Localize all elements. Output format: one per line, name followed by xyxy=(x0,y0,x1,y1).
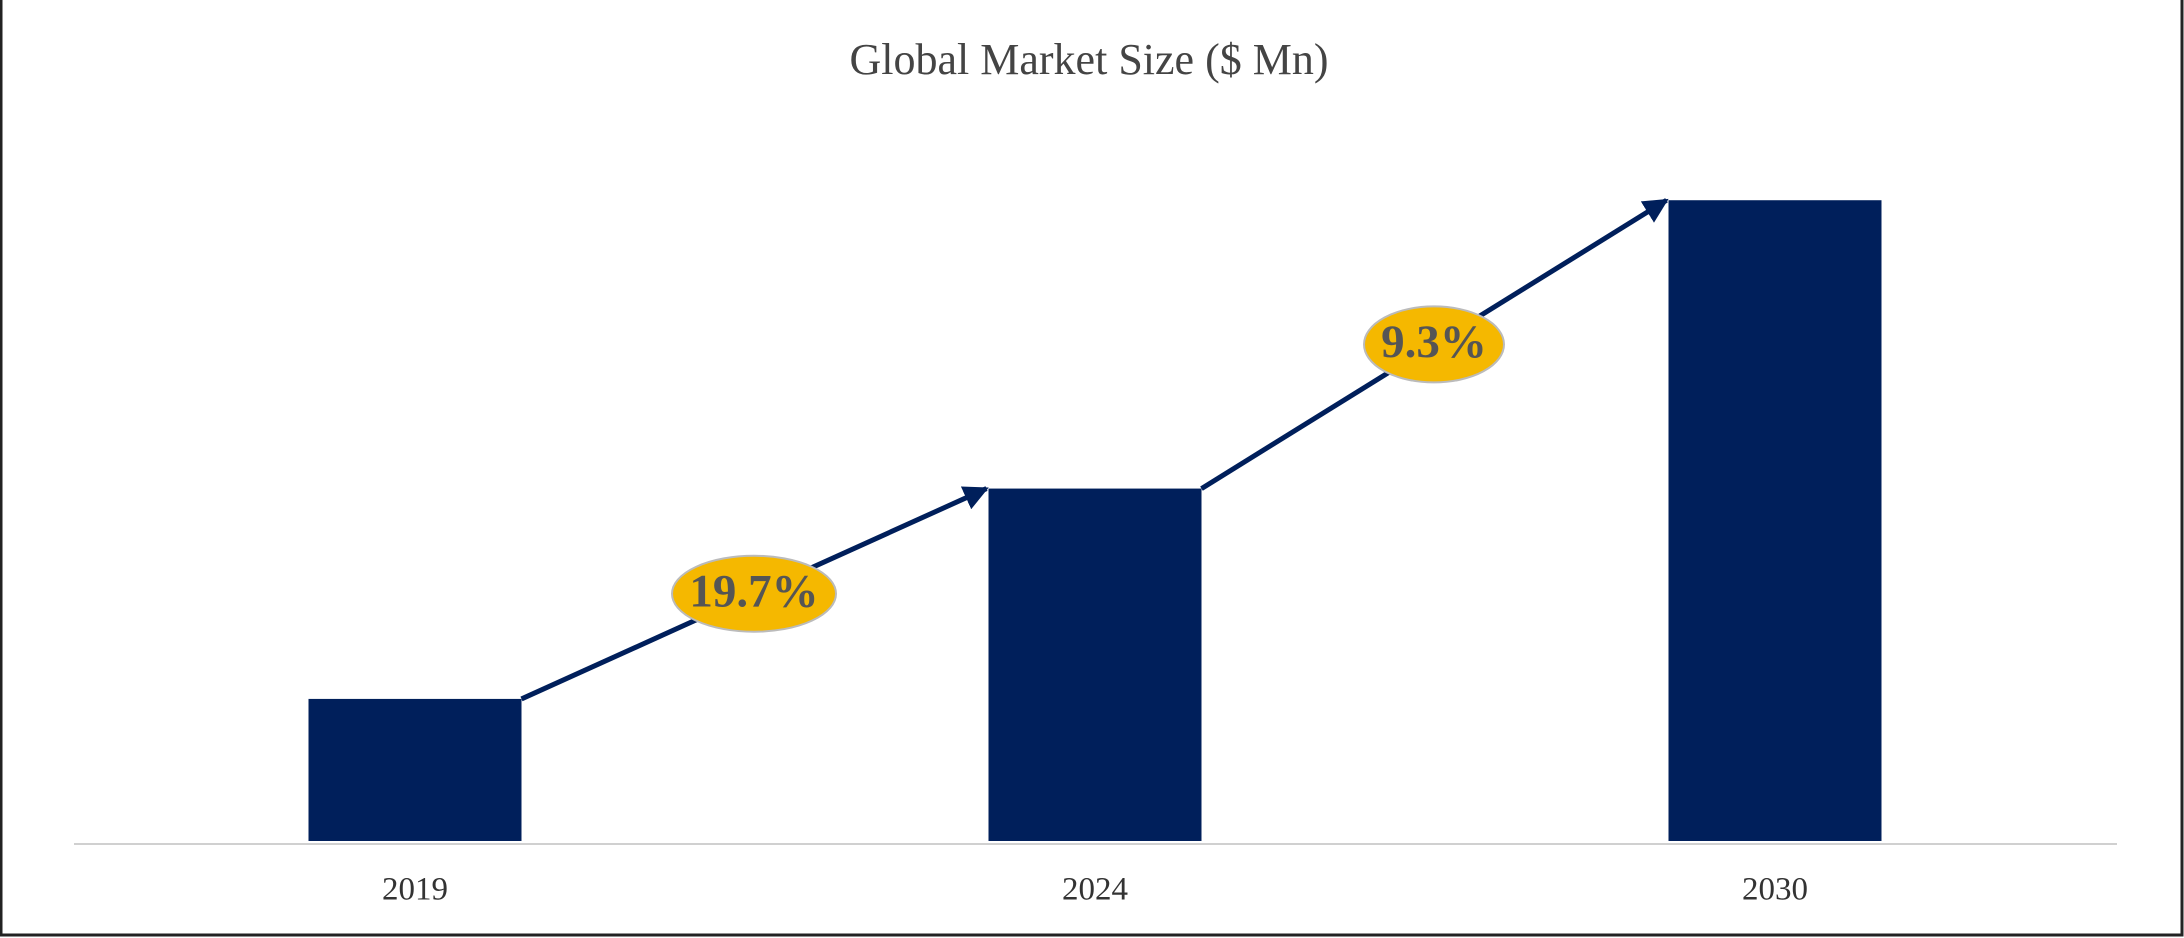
x-tick-label: 2030 xyxy=(1742,872,1808,908)
bar xyxy=(1668,200,1882,842)
growth-badge xyxy=(1363,305,1505,384)
growth-label: 19.7% xyxy=(689,566,818,618)
bar xyxy=(308,698,522,841)
x-tick-label: 2024 xyxy=(1062,872,1128,908)
growth-badge xyxy=(671,554,837,633)
growth-label: 9.3% xyxy=(1381,316,1487,368)
chart-title: Global Market Size ($ Mn) xyxy=(850,35,1329,84)
bar xyxy=(988,488,1202,841)
x-tick-label: 2019 xyxy=(382,872,448,908)
